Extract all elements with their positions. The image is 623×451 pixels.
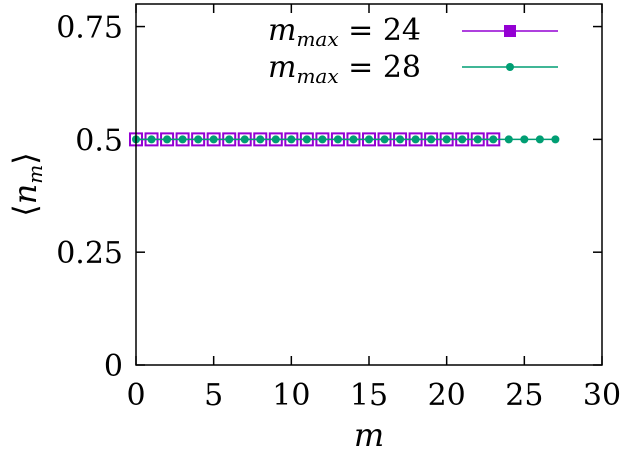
data-point — [427, 135, 436, 144]
legend-var-mmax-28: m — [268, 50, 296, 85]
series-layer — [129, 132, 560, 147]
data-point — [256, 135, 265, 144]
data-point — [318, 135, 327, 144]
data-point — [194, 135, 203, 144]
legend-marker-mmax-28 — [506, 63, 514, 71]
x-tick-label: 5 — [204, 378, 223, 413]
data-point — [365, 135, 373, 144]
x-tick-label: 20 — [428, 378, 466, 413]
data-point — [147, 135, 156, 144]
series-1 — [132, 135, 560, 144]
data-point — [520, 135, 529, 144]
data-point — [178, 135, 187, 144]
plot-frame — [135, 3, 603, 366]
axis-tick-labels: 0 5 10 15 20 25 30 0 0.25 0.5 0.75 — [56, 11, 621, 413]
legend-sub-mmax-28: max — [296, 64, 338, 88]
y-axis-label-right: ⟩ — [6, 152, 44, 164]
data-point — [225, 135, 234, 144]
y-axis-label-var: n — [6, 184, 44, 205]
data-point — [349, 135, 358, 144]
data-point — [333, 135, 342, 144]
legend-entry-mmax-24: mmax = 24 — [268, 13, 558, 51]
y-tick-label: 0.25 — [56, 236, 123, 271]
data-point — [163, 135, 172, 144]
y-axis-label-left: ⟨ — [6, 204, 44, 216]
legend-rest-mmax-28: = 28 — [339, 50, 421, 85]
y-axis-label: ⟨nm⟩ — [6, 152, 47, 217]
data-point — [302, 135, 311, 144]
data-point — [489, 135, 498, 144]
data-point — [458, 135, 467, 144]
data-point — [287, 135, 296, 144]
legend-marker-mmax-24 — [504, 25, 516, 37]
x-tick-label: 0 — [126, 378, 145, 413]
x-tick-label: 10 — [272, 378, 310, 413]
x-tick-label: 15 — [350, 378, 388, 413]
data-point — [380, 135, 389, 144]
data-point — [271, 135, 280, 144]
data-point — [240, 135, 249, 144]
data-point — [535, 135, 544, 144]
y-axis-label-sub: m — [23, 165, 47, 184]
legend-entry-mmax-28: mmax = 28 — [268, 50, 558, 88]
data-point — [473, 135, 482, 144]
data-point — [411, 135, 420, 144]
data-point — [442, 135, 451, 144]
data-point — [209, 135, 218, 144]
x-axis-label: m — [354, 416, 384, 451]
y-tick-label: 0.75 — [56, 11, 123, 46]
x-tick-label: 30 — [583, 378, 621, 413]
legend-sub-mmax-24: max — [296, 27, 338, 51]
legend-label-mmax-28: mmax = 28 — [268, 50, 421, 88]
legend-rest-mmax-24: = 24 — [339, 13, 421, 48]
data-point — [504, 135, 513, 144]
legend: mmax = 24 mmax = 28 — [268, 13, 558, 88]
data-point — [396, 135, 405, 144]
x-tick-label: 25 — [505, 378, 543, 413]
data-point — [551, 135, 560, 144]
legend-var-mmax-24: m — [268, 13, 296, 48]
y-tick-label: 0.5 — [75, 123, 123, 158]
legend-label-mmax-24: mmax = 24 — [268, 13, 421, 51]
y-tick-label: 0 — [104, 349, 123, 384]
